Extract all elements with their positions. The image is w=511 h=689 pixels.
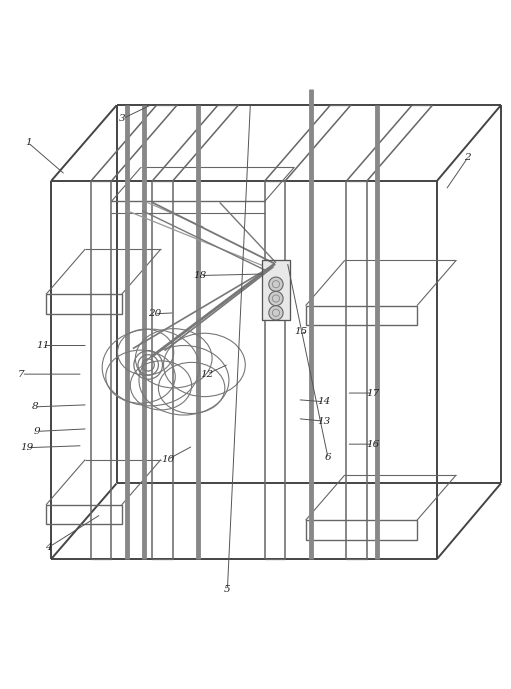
Text: 7: 7 (18, 369, 25, 379)
Circle shape (269, 277, 283, 291)
Text: 2: 2 (464, 154, 471, 163)
Text: 18: 18 (194, 271, 207, 280)
Text: 14: 14 (317, 398, 331, 407)
Text: 1: 1 (25, 138, 31, 147)
Text: 3: 3 (120, 114, 126, 123)
Text: 13: 13 (317, 417, 331, 426)
Text: 20: 20 (148, 309, 161, 318)
Text: 6: 6 (325, 453, 331, 462)
Circle shape (269, 306, 283, 320)
Text: 5: 5 (224, 585, 230, 595)
Text: 10: 10 (161, 455, 174, 464)
Text: 19: 19 (20, 443, 33, 452)
Text: 16: 16 (366, 440, 380, 449)
Text: 9: 9 (34, 427, 40, 436)
Bar (262, 260, 290, 320)
Bar (306, 306, 417, 325)
Text: 4: 4 (45, 543, 52, 552)
Bar (46, 294, 122, 314)
Text: 15: 15 (294, 327, 307, 336)
Bar (262, 260, 290, 320)
Text: 11: 11 (36, 341, 49, 350)
Text: 12: 12 (200, 369, 214, 379)
Text: 17: 17 (366, 389, 380, 398)
Bar (306, 520, 417, 539)
Bar (46, 505, 122, 524)
Text: 8: 8 (32, 402, 38, 411)
Circle shape (269, 291, 283, 306)
